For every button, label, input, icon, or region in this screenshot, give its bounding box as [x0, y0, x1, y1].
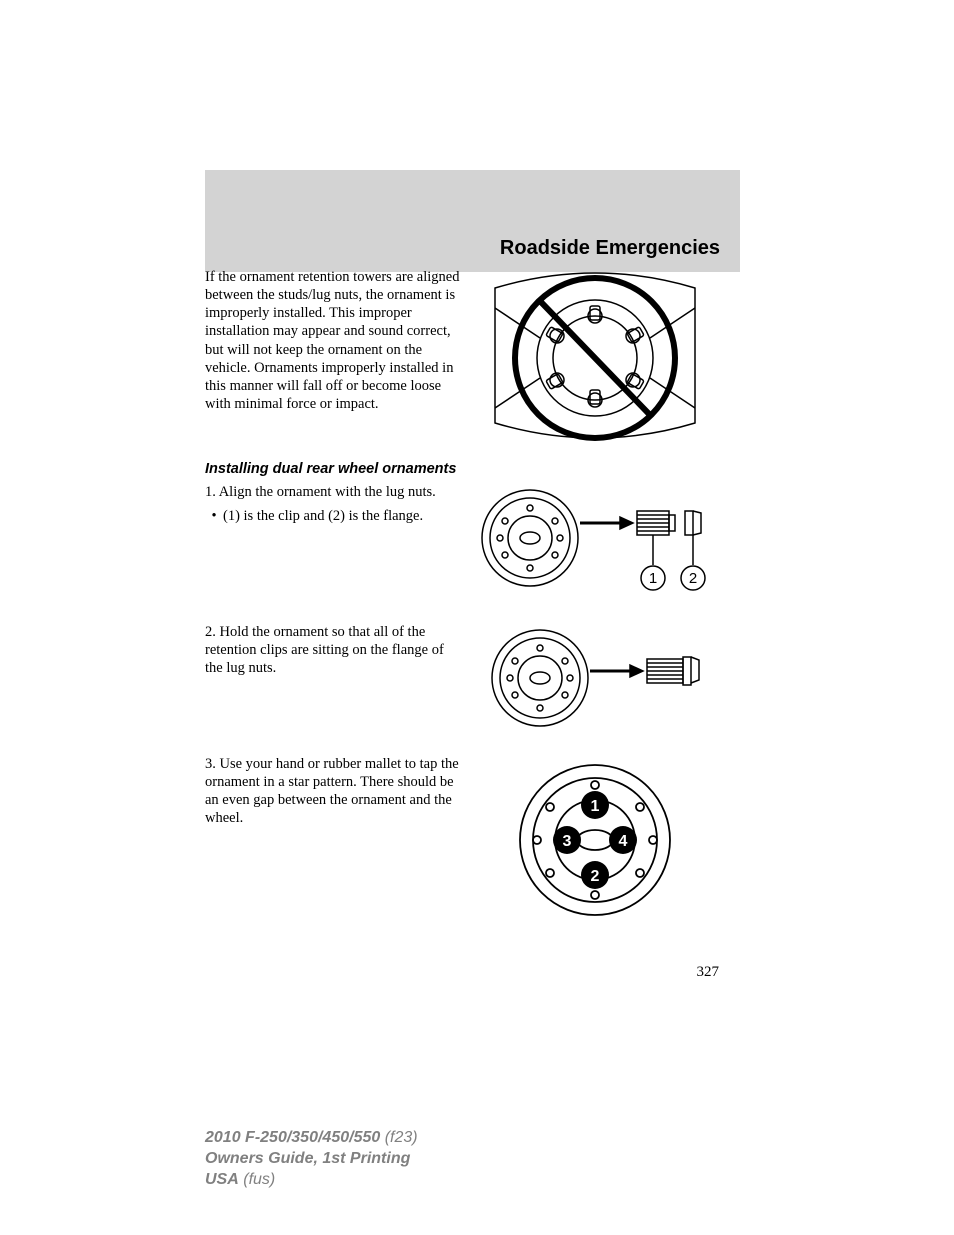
- footer-code: (f23): [385, 1129, 418, 1146]
- bullet-text: (1) is the clip and (2) is the flange.: [223, 507, 465, 525]
- row-step2: 2. Hold the ornament so that all of the …: [205, 623, 715, 733]
- figure-step1: 1 2: [465, 483, 715, 603]
- footer-model: 2010 F-250/350/450/550: [205, 1129, 380, 1146]
- footer-line1: 2010 F-250/350/450/550 (f23): [205, 1128, 418, 1149]
- step2-text: 2. Hold the ornament so that all of the …: [205, 623, 465, 677]
- figure-step3: 1 3 4 2: [465, 755, 715, 925]
- step1-text-col: 1. Align the ornament with the lug nuts.…: [205, 483, 465, 525]
- page-number: 327: [697, 964, 720, 981]
- wheel-lugnut-callout-icon: 1 2: [475, 483, 715, 603]
- bullet-clip-flange: • (1) is the clip and (2) is the flange.: [205, 507, 465, 525]
- step3-text: 3. Use your hand or rubber mallet to tap…: [205, 755, 465, 828]
- row-improper-install: If the ornament retention towers are ali…: [205, 268, 715, 443]
- callout-2: 2: [689, 570, 697, 587]
- header-bar: Roadside Emergencies: [205, 170, 740, 272]
- footer-region: USA: [205, 1171, 239, 1188]
- star-label-3: 3: [563, 833, 572, 850]
- para-improper-install: If the ornament retention towers are ali…: [205, 268, 465, 413]
- content-area: If the ornament retention towers are ali…: [205, 268, 715, 943]
- star-label-1: 1: [591, 798, 600, 815]
- row-step3: 3. Use your hand or rubber mallet to tap…: [205, 755, 715, 925]
- footer: 2010 F-250/350/450/550 (f23) Owners Guid…: [205, 1128, 418, 1190]
- figure-step2: [465, 623, 715, 733]
- wheel-lugnut-aligned-icon: [485, 623, 705, 733]
- footer-region-code: (fus): [243, 1171, 275, 1188]
- wheel-crossout-icon: [485, 268, 705, 443]
- footer-line3: USA (fus): [205, 1170, 418, 1191]
- row-step1: 1. Align the ornament with the lug nuts.…: [205, 483, 715, 603]
- step1-text: 1. Align the ornament with the lug nuts.: [205, 483, 465, 501]
- section-title: Roadside Emergencies: [500, 237, 720, 260]
- footer-line2: Owners Guide, 1st Printing: [205, 1149, 418, 1170]
- figure-improper-install: [465, 268, 715, 443]
- callout-1: 1: [649, 570, 657, 587]
- star-label-2: 2: [591, 868, 600, 885]
- subheading-installing: Installing dual rear wheel ornaments: [205, 461, 715, 477]
- bullet-dot-icon: •: [205, 507, 223, 525]
- star-label-4: 4: [619, 833, 628, 850]
- wheel-star-pattern-icon: 1 3 4 2: [505, 755, 685, 925]
